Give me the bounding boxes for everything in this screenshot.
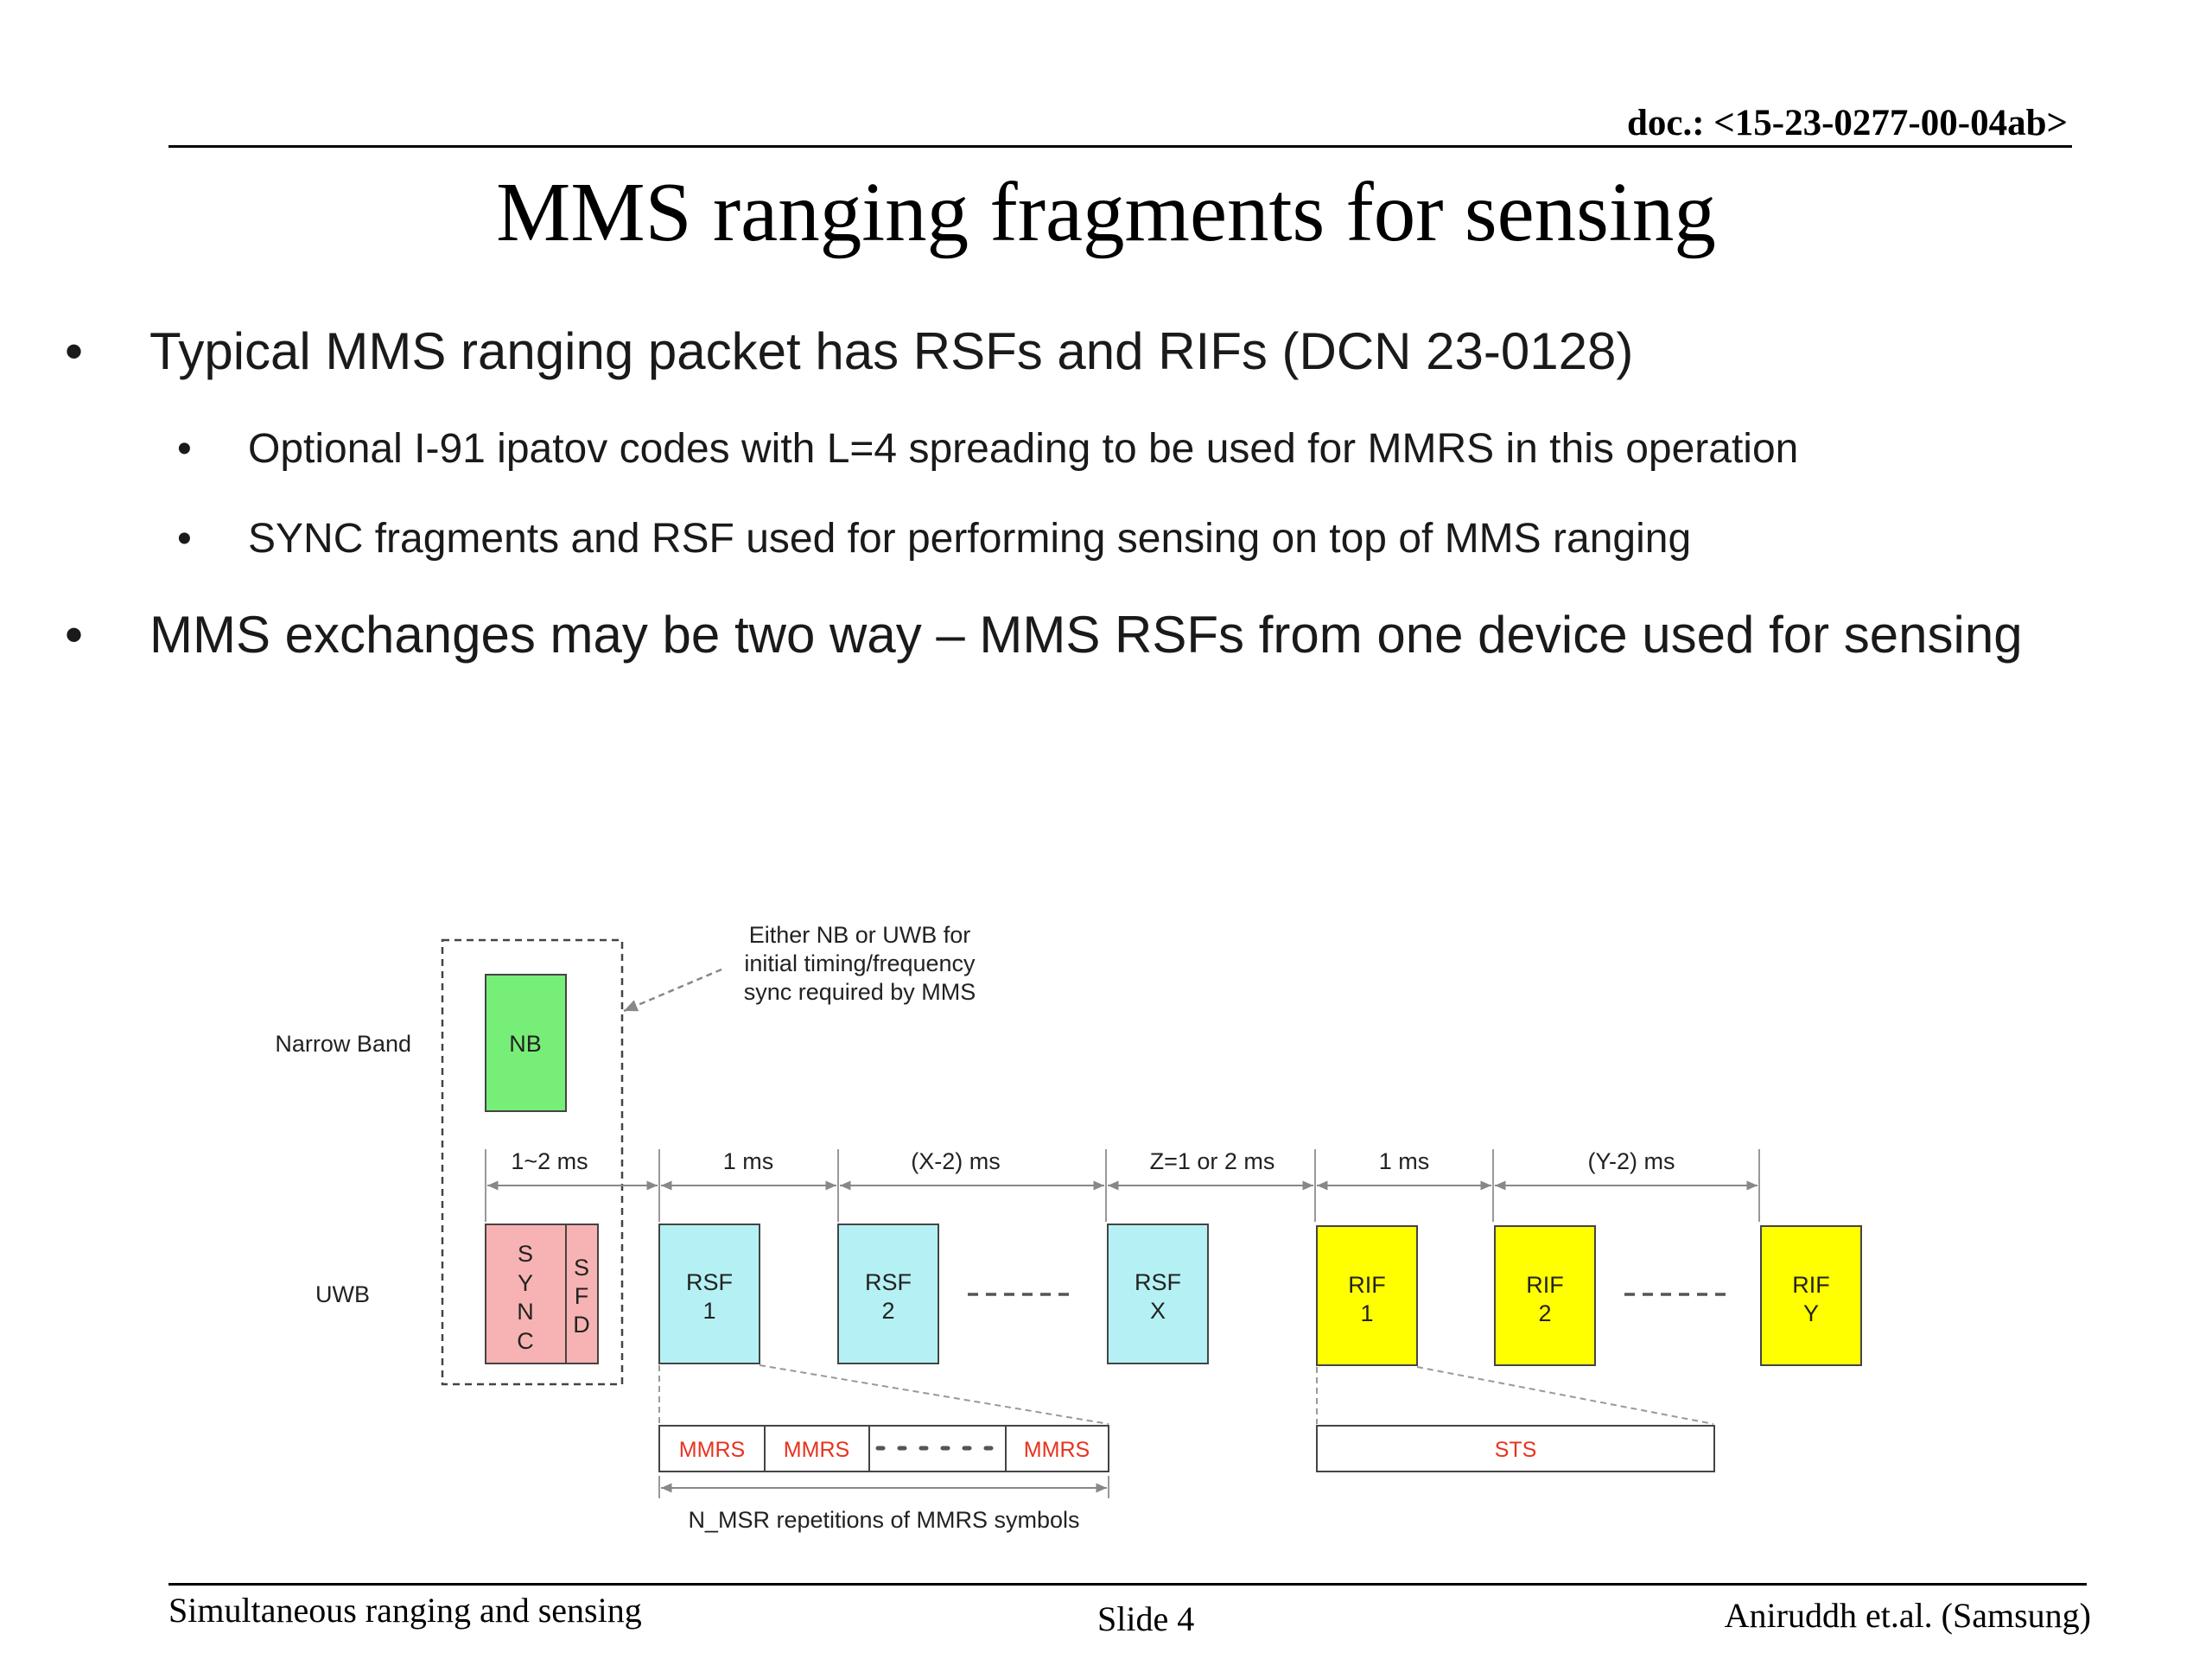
rsf-block-x (1107, 1224, 1209, 1364)
rif-index: 1 (1360, 1300, 1373, 1326)
nb-block-label: NB (509, 1031, 542, 1057)
sync-letter: S (518, 1241, 533, 1267)
slide-number: Slide 4 (1097, 1599, 1195, 1638)
zoom-lines (658, 1364, 1714, 1425)
rif-label: RIF (1348, 1272, 1386, 1298)
sync-letter: Y (518, 1270, 533, 1296)
callout-line-1: Either NB or UWB for (749, 922, 971, 948)
callout-line-2: initial timing/frequency (744, 950, 976, 976)
sub-bullet-2-text: SYNC fragments and RSF used for performi… (248, 516, 1692, 562)
rif-index: Y (1803, 1300, 1819, 1326)
sync-block (485, 1224, 567, 1364)
header-rule (168, 145, 2072, 148)
rsf-index: 1 (702, 1298, 715, 1324)
rsf-index: X (1150, 1298, 1166, 1324)
rsf-block-2 (837, 1224, 939, 1364)
sync-region-outline (441, 938, 624, 1386)
timing-ticks (485, 1149, 1760, 1222)
rif-index: 2 (1538, 1300, 1551, 1326)
rsf-label: RSF (1135, 1269, 1181, 1295)
duration-label: (X-2) ms (911, 1148, 1001, 1174)
bullet-dot: • (65, 322, 84, 380)
bullet-dot: • (65, 606, 84, 664)
sts-cell: STS (1495, 1438, 1537, 1462)
repetition-label: N_MSR repetitions of MMRS symbols (688, 1507, 1079, 1533)
rsf-label: RSF (865, 1269, 912, 1295)
slide-title: MMS ranging fragments for sensing (496, 166, 1716, 258)
bullet-dot: • (177, 516, 192, 562)
doc-id: doc.: <15-23-0277-00-04ab> (1626, 103, 2068, 143)
rif-label: RIF (1526, 1272, 1564, 1298)
sts-strip (1316, 1425, 1715, 1472)
bullet-1-text: Typical MMS ranging packet has RSFs and … (149, 322, 1634, 380)
bullet-2-text: MMS exchanges may be two way – MMS RSFs … (149, 606, 2023, 664)
mmrs-cell: MMRS (1024, 1438, 1090, 1462)
duration-label: 1~2 ms (511, 1148, 588, 1174)
nb-block (485, 974, 567, 1112)
footer-left: Simultaneous ranging and sensing (168, 1591, 642, 1630)
footer-author: Aniruddh et.al. (Samsung) (1724, 1596, 2091, 1635)
rsf-block-1 (658, 1224, 760, 1364)
rif-block-2 (1494, 1225, 1596, 1366)
row-label-uwb: UWB (315, 1281, 370, 1307)
bullet-dot: • (177, 426, 192, 472)
row-label-narrow-band: Narrow Band (275, 1031, 411, 1057)
rsf-label: RSF (686, 1269, 733, 1295)
sfd-letter: F (575, 1283, 589, 1309)
sub-bullet-1-text: Optional I-91 ipatov codes with L=4 spre… (248, 426, 1799, 472)
sync-letter: C (517, 1328, 534, 1354)
footer-rule (168, 1583, 2087, 1586)
rif-block-y (1760, 1225, 1862, 1366)
rsf-index: 2 (881, 1298, 894, 1324)
rif-block-1 (1316, 1225, 1418, 1366)
rif-label: RIF (1792, 1272, 1830, 1298)
mmrs-cell: MMRS (679, 1438, 745, 1462)
duration-label: Z=1 or 2 ms (1150, 1148, 1275, 1174)
sync-letter: N (517, 1299, 534, 1325)
callout-arrow (623, 968, 722, 1013)
mmrs-cell: MMRS (784, 1438, 849, 1462)
sfd-letter: S (574, 1255, 589, 1281)
sfd-letter: D (573, 1312, 590, 1338)
duration-label: 1 ms (723, 1148, 774, 1174)
duration-label: (Y-2) ms (1587, 1148, 1675, 1174)
duration-label: 1 ms (1379, 1148, 1430, 1174)
callout-line-3: sync required by MMS (744, 979, 976, 1005)
sfd-block (565, 1224, 599, 1364)
